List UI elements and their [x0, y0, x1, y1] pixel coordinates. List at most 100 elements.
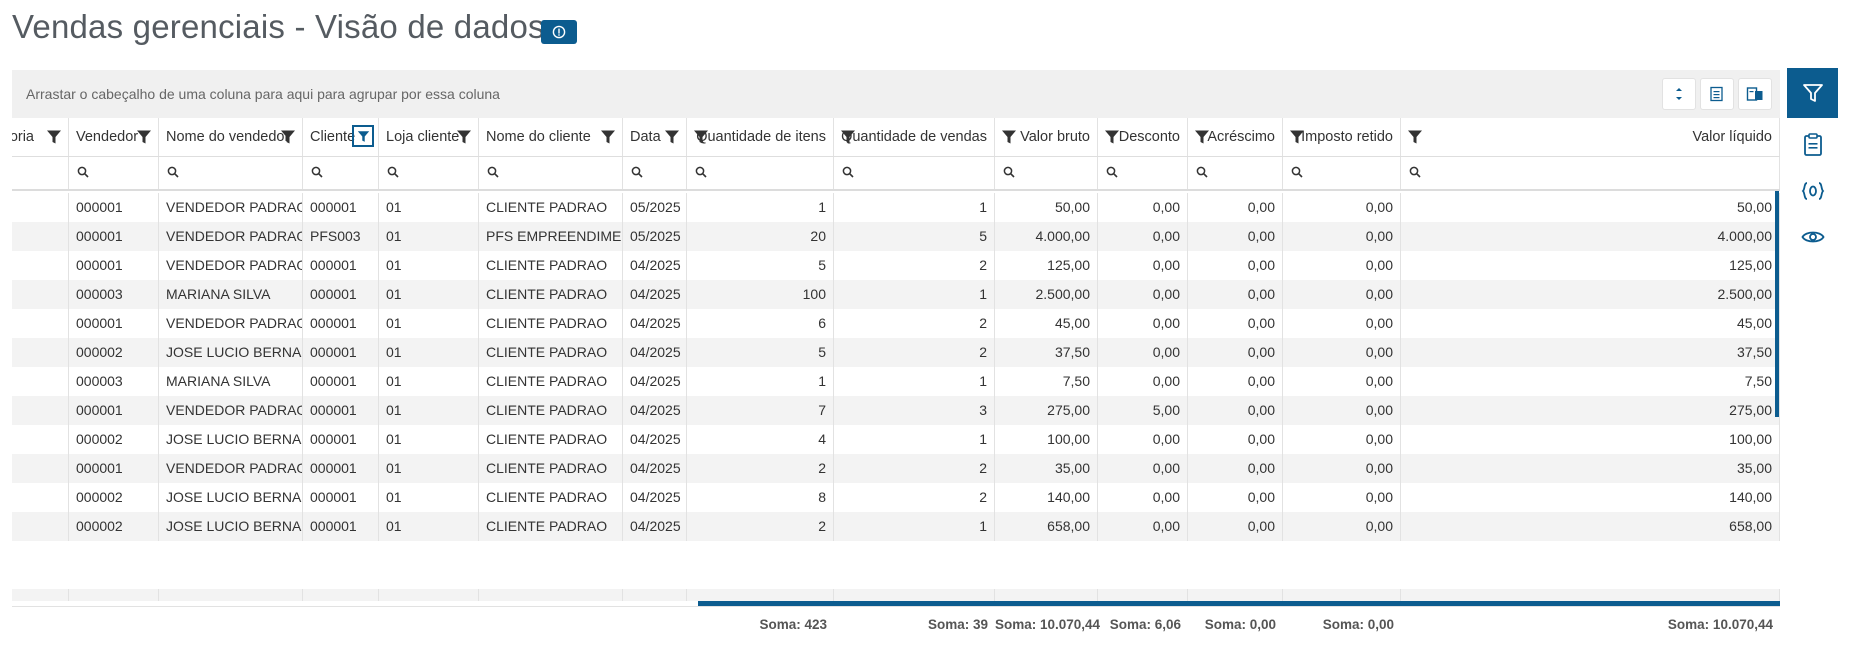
variables-icon: [1801, 182, 1825, 200]
table-row[interactable]: 000003 MARIANA SILVA 000001 01 CLIENTE PADRA…: [12, 367, 1780, 396]
horizontal-scrollbar[interactable]: [698, 601, 1780, 606]
column-chooser-icon: [1746, 87, 1763, 101]
export-excel-button[interactable]: [1700, 78, 1734, 110]
column-filter-button[interactable]: [1407, 129, 1423, 145]
table-cell-categoria: [12, 425, 69, 454]
column-header-nome_vendedor[interactable]: Nome do vendedor: [159, 118, 303, 156]
column-header-data[interactable]: Data: [623, 118, 687, 156]
filter-input-qtd_itens[interactable]: [687, 157, 834, 189]
column-header-categoria[interactable]: goria: [12, 118, 69, 156]
table-row[interactable]: 000001 VENDEDOR PADRAO 000001 01 CLIENTE PAD…: [12, 193, 1780, 222]
column-header-vendedor[interactable]: Vendedor: [69, 118, 159, 156]
vertical-scrollbar[interactable]: [1775, 191, 1779, 417]
side-filter-button[interactable]: [1787, 68, 1838, 118]
column-filter-button[interactable]: [280, 129, 296, 145]
grid-summary-row: Soma: 423 Soma: 39 Soma: 10.070,44 Soma: 6,…: [12, 606, 1780, 653]
table-cell-categoria: [12, 396, 69, 425]
filter-icon: [1002, 130, 1016, 144]
table-cell-valor_liquido: 2.500,00: [1401, 280, 1780, 309]
table-row[interactable]: 000001 VENDEDOR PADRAO 000001 01 CLIENTE PAD…: [12, 251, 1780, 280]
column-header-acrescimo[interactable]: Acréscimo: [1188, 118, 1283, 156]
table-cell-valor_bruto: 50,00: [995, 193, 1098, 222]
info-button[interactable]: [541, 20, 577, 44]
table-row[interactable]: 000001 VENDEDOR PADRAO PFS003 01 PFS EMPREEN…: [12, 222, 1780, 251]
filter-input-valor_bruto[interactable]: [995, 157, 1098, 189]
table-row[interactable]: 000001 VENDEDOR PADRAO 000001 01 CLIENTE PAD…: [12, 396, 1780, 425]
table-cell-loja: 01: [379, 309, 479, 338]
column-filter-button[interactable]: [456, 129, 472, 145]
column-filter-button[interactable]: [1289, 129, 1305, 145]
table-cell-loja: 01: [379, 367, 479, 396]
table-cell-nome_cliente: CLIENTE PADRAO: [479, 338, 623, 367]
table-cell-acrescimo: 0,00: [1188, 222, 1283, 251]
summary-loja: [379, 607, 479, 653]
table-cell-loja: 01: [379, 454, 479, 483]
side-clipboard-button[interactable]: [1800, 132, 1826, 158]
filter-input-data[interactable]: [623, 157, 687, 189]
filter-input-vendedor[interactable]: [69, 157, 159, 189]
column-filter-button[interactable]: [693, 129, 709, 145]
column-header-loja[interactable]: Loja cliente: [379, 118, 479, 156]
table-cell-valor_bruto: 2.500,00: [995, 280, 1098, 309]
column-filter-button[interactable]: [46, 129, 62, 145]
partial-cell: [479, 589, 623, 601]
group-panel[interactable]: Arrastar o cabeçalho de uma coluna para …: [12, 70, 1780, 118]
table-row[interactable]: 000001 VENDEDOR PADRAO 000001 01 CLIENTE PAD…: [12, 454, 1780, 483]
side-eye-button[interactable]: [1800, 224, 1826, 250]
filter-input-loja[interactable]: [379, 157, 479, 189]
column-header-valor_bruto[interactable]: Valor bruto: [995, 118, 1098, 156]
column-chooser-button[interactable]: [1738, 78, 1772, 110]
column-filter-button[interactable]: [664, 129, 680, 145]
table-cell-categoria: [12, 251, 69, 280]
filter-input-desconto[interactable]: [1098, 157, 1188, 189]
column-header-nome_cliente[interactable]: Nome do cliente: [479, 118, 623, 156]
partial-cell: [303, 589, 379, 601]
expand-collapse-button[interactable]: [1662, 78, 1696, 110]
table-cell-imposto: 0,00: [1283, 309, 1401, 338]
column-filter-button-active[interactable]: [352, 125, 374, 147]
table-cell-imposto: 0,00: [1283, 367, 1401, 396]
table-cell-desconto: 0,00: [1098, 280, 1188, 309]
column-filter-button[interactable]: [1194, 129, 1210, 145]
table-cell-nome_cliente: CLIENTE PADRAO: [479, 309, 623, 338]
table-cell-acrescimo: 0,00: [1188, 396, 1283, 425]
filter-input-acrescimo[interactable]: [1188, 157, 1283, 189]
table-cell-cliente: 000001: [303, 367, 379, 396]
column-filter-button[interactable]: [136, 129, 152, 145]
column-filter-button[interactable]: [1001, 129, 1017, 145]
table-cell-acrescimo: 0,00: [1188, 512, 1283, 541]
filter-input-imposto[interactable]: [1283, 157, 1401, 189]
table-row[interactable]: 000001 VENDEDOR PADRAO 000001 01 CLIENTE PAD…: [12, 309, 1780, 338]
filter-input-cliente[interactable]: [303, 157, 379, 189]
table-cell-valor_liquido: 100,00: [1401, 425, 1780, 454]
table-cell-valor_bruto: 275,00: [995, 396, 1098, 425]
table-cell-nome_cliente: CLIENTE PADRAO: [479, 396, 623, 425]
partial-cell: [12, 589, 69, 601]
filter-input-nome_vendedor[interactable]: [159, 157, 303, 189]
table-cell-categoria: [12, 280, 69, 309]
column-header-qtd_vendas[interactable]: Quantidade de vendas: [834, 118, 995, 156]
table-cell-nome_vendedor: MARIANA SILVA: [159, 280, 303, 309]
filter-input-qtd_vendas[interactable]: [834, 157, 995, 189]
column-header-qtd_itens[interactable]: Quantidade de itens: [687, 118, 834, 156]
filter-input-categoria[interactable]: [12, 157, 69, 189]
table-cell-nome_cliente: CLIENTE PADRAO: [479, 425, 623, 454]
column-header-valor_liquido[interactable]: Valor líquido: [1401, 118, 1780, 156]
column-header-imposto[interactable]: Imposto retido: [1283, 118, 1401, 156]
column-filter-button[interactable]: [1104, 129, 1120, 145]
filter-input-nome_cliente[interactable]: [479, 157, 623, 189]
summary-qtd_vendas: Soma: 39: [927, 617, 988, 632]
column-header-desconto[interactable]: Desconto: [1098, 118, 1188, 156]
side-variables-button[interactable]: [1800, 178, 1826, 204]
column-filter-button[interactable]: [840, 129, 856, 145]
filter-input-valor_liquido[interactable]: [1401, 157, 1780, 189]
column-header-cliente[interactable]: Cliente: [303, 118, 379, 156]
column-filter-button[interactable]: [600, 129, 616, 145]
table-row[interactable]: 000003 MARIANA SILVA 000001 01 CLIENTE PADRA…: [12, 280, 1780, 309]
table-cell-data: 04/2025: [623, 309, 687, 338]
table-cell-valor_liquido: 125,00: [1401, 251, 1780, 280]
